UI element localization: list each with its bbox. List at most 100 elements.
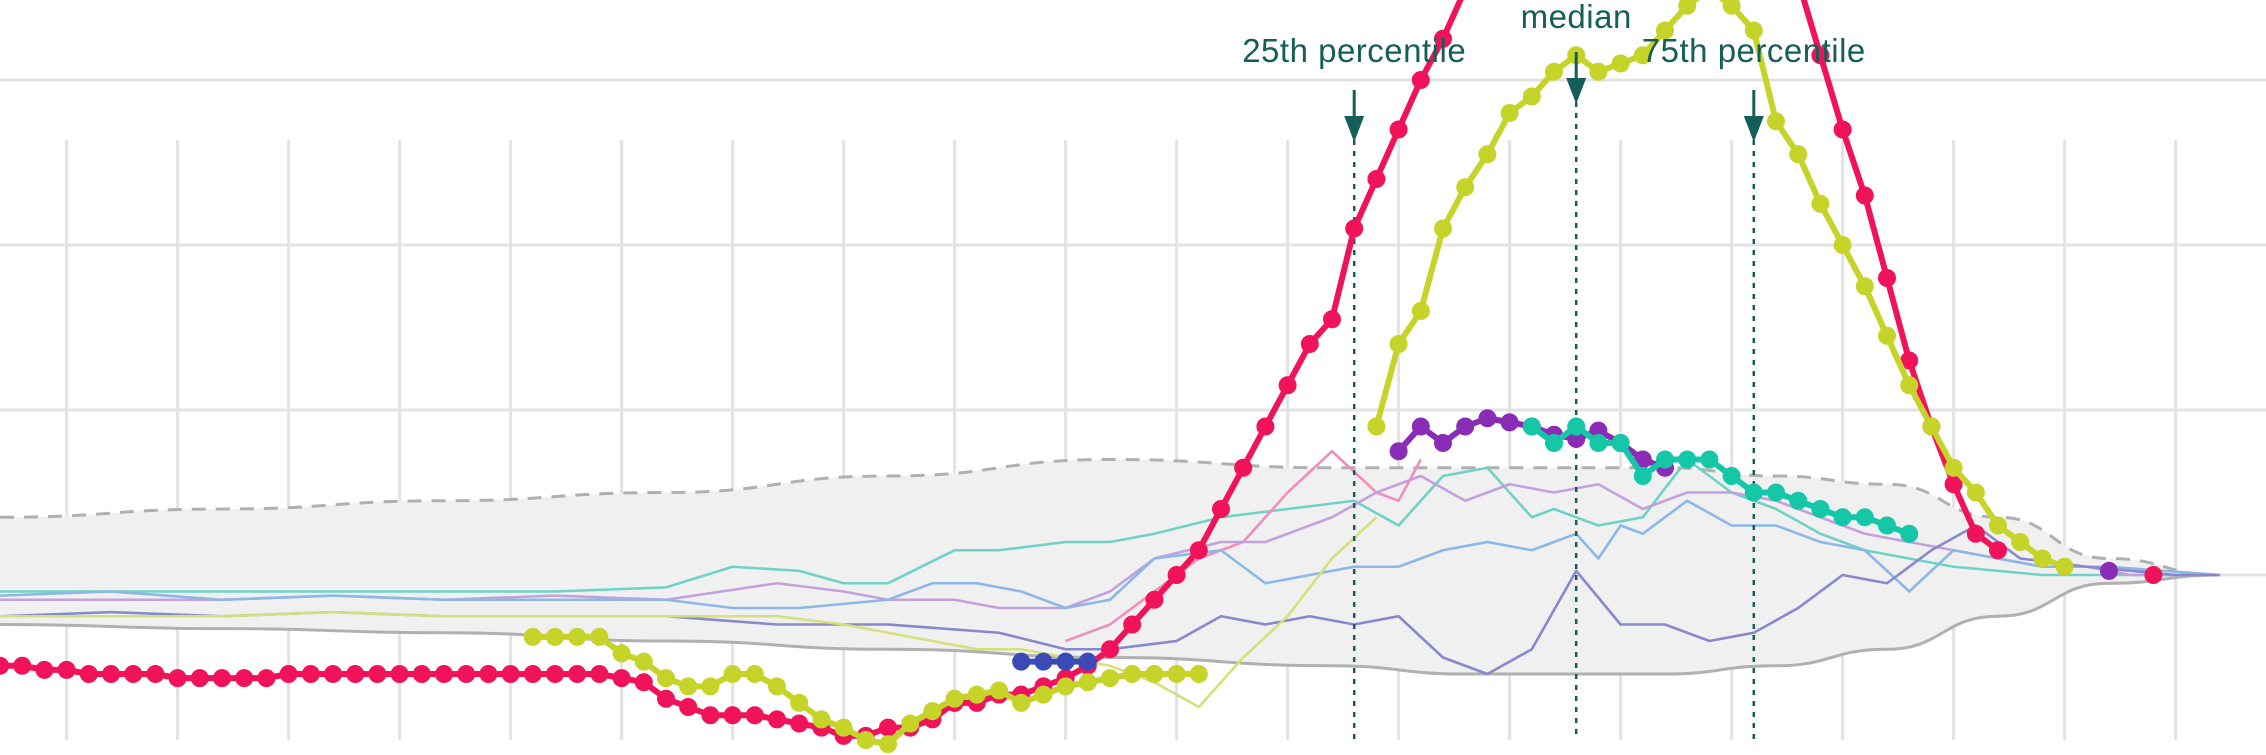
data-point-lime xyxy=(1389,335,1408,353)
data-point-pink xyxy=(1367,170,1386,188)
data-point-pink xyxy=(1833,120,1852,139)
data-point-lime xyxy=(1855,277,1874,296)
series-navy xyxy=(1012,652,1097,671)
data-point-lime xyxy=(1456,178,1475,197)
data-point-teal xyxy=(1700,450,1719,469)
data-point-pink xyxy=(790,714,809,733)
data-point-lime xyxy=(1434,219,1452,238)
data-point-lime xyxy=(1545,62,1563,81)
data-point-pink xyxy=(79,665,98,683)
data-point-lime xyxy=(1722,0,1741,15)
data-point-lime xyxy=(990,681,1008,700)
data-point-pink xyxy=(1167,566,1186,584)
data-point-pink xyxy=(479,665,498,683)
data-point-teal xyxy=(1522,417,1541,436)
data-point-teal xyxy=(1589,434,1608,452)
data-point-pink xyxy=(368,665,387,683)
data-point-lime xyxy=(1034,685,1053,704)
data-point-lime xyxy=(1123,665,1142,683)
data-point-lime xyxy=(1056,677,1075,696)
data-point-navy xyxy=(1034,652,1053,671)
series-lime xyxy=(523,0,2074,754)
arrow-down-icon xyxy=(1344,116,1365,142)
data-point-pink xyxy=(701,706,720,725)
band-lower-edge xyxy=(0,573,2221,676)
data-point-lime xyxy=(1101,669,1119,688)
data-point-pink xyxy=(390,665,409,683)
data-point-pink xyxy=(124,665,143,683)
data-point-lime xyxy=(1944,458,1963,477)
data-point-pink xyxy=(1944,475,1963,494)
data-point-lime xyxy=(790,693,809,712)
data-point-lime xyxy=(723,665,742,683)
data-point-lime xyxy=(546,627,564,646)
data-point-lime xyxy=(1900,376,1919,395)
data-point-lime xyxy=(1367,417,1386,436)
data-point-pink xyxy=(1878,269,1896,287)
data-point-pink xyxy=(723,706,742,725)
data-point-lime xyxy=(945,689,964,708)
data-point-pink xyxy=(745,706,764,725)
data-point-lime xyxy=(590,627,609,646)
data-point-lime xyxy=(2011,533,2030,551)
data-point-teal xyxy=(1767,483,1785,502)
band-area xyxy=(0,459,2220,674)
data-point-lime xyxy=(1589,62,1608,81)
data-point-lime xyxy=(1744,21,1763,40)
series-line-thin-blue xyxy=(0,499,2221,610)
data-point-pink xyxy=(457,665,476,683)
data-point-lime xyxy=(2033,549,2052,568)
data-point-teal xyxy=(1744,483,1763,502)
data-point-purple xyxy=(2100,561,2118,580)
data-point-lime xyxy=(1922,417,1941,436)
data-point-lime xyxy=(1878,326,1896,345)
data-point-lime xyxy=(701,677,720,696)
data-point-pink xyxy=(1189,541,1208,560)
expected-range-band xyxy=(0,457,2221,676)
band-upper-edge xyxy=(0,457,2221,577)
data-point-pink xyxy=(146,665,165,683)
data-point-pink xyxy=(1411,71,1430,89)
data-point-lime xyxy=(1611,54,1630,73)
percentile-labels: 25th percentile median 75th percentile xyxy=(1242,0,1865,142)
data-point-lime xyxy=(1478,145,1497,164)
data-point-teal xyxy=(1656,450,1674,469)
data-point-pink xyxy=(0,656,9,675)
data-point-pink xyxy=(768,710,786,729)
data-point-navy xyxy=(1012,652,1031,671)
data-point-pink xyxy=(279,665,298,683)
data-point-lime xyxy=(657,669,675,688)
data-point-purple xyxy=(1567,429,1586,448)
percentile-label: 25th percentile xyxy=(1242,32,1466,69)
series-pink-end xyxy=(2144,566,2163,584)
data-point-lime xyxy=(1411,302,1430,320)
data-point-lime xyxy=(2055,557,2074,576)
data-point-pink xyxy=(879,718,897,737)
data-point-lime xyxy=(612,644,631,663)
data-point-teal xyxy=(1545,434,1563,452)
data-point-pink xyxy=(324,665,342,683)
data-point-lime xyxy=(967,685,986,704)
data-point-teal xyxy=(1811,500,1830,518)
data-point-pink xyxy=(612,669,631,688)
data-point-lime xyxy=(768,677,786,696)
data-point-pink xyxy=(435,665,453,683)
data-point-lime xyxy=(1833,236,1852,254)
arrow-down-icon xyxy=(1743,116,1764,142)
data-point-teal xyxy=(1833,508,1852,527)
data-point-pink xyxy=(590,665,609,683)
data-point-pink xyxy=(501,665,520,683)
series-teal xyxy=(1522,417,1919,543)
data-point-pink xyxy=(1123,615,1142,634)
data-point-pink xyxy=(190,669,209,688)
data-point-teal xyxy=(1678,450,1697,469)
data-point-lime xyxy=(1145,665,1164,683)
data-point-lime xyxy=(1522,87,1541,106)
data-point-lime xyxy=(634,652,653,671)
data-point-pink xyxy=(1212,500,1230,518)
data-point-pink xyxy=(57,660,76,679)
data-point-pink xyxy=(301,665,320,683)
data-point-lime xyxy=(1633,46,1652,65)
data-point-purple xyxy=(1389,442,1408,461)
data-point-pink xyxy=(412,665,431,683)
